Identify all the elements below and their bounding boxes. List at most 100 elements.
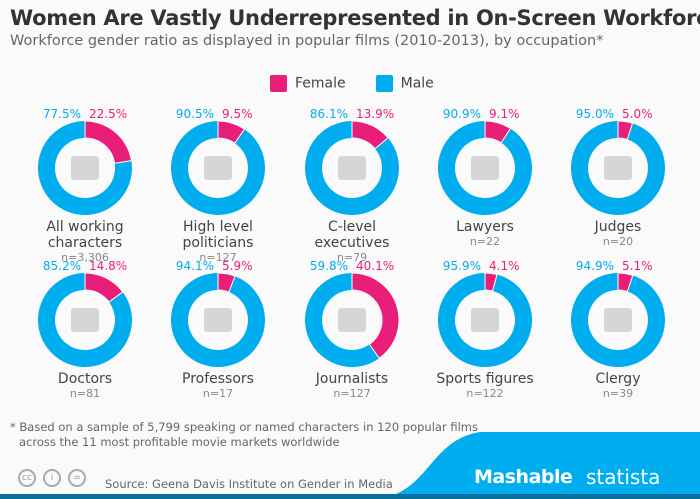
female-slice [617,272,634,293]
book-icon [204,156,232,180]
female-pct-label: 9.1% [489,107,520,121]
section-sign-icon [471,156,499,180]
by-icon: i [43,469,61,487]
cc-icon: cc [18,469,36,487]
male-pct-label: 94.1% [176,259,214,273]
female-slice [217,272,236,293]
male-pct-label: 95.9% [443,259,481,273]
male-slice [437,273,532,367]
male-slice [170,273,265,367]
male-slice [570,273,665,367]
female-pct-label: 5.1% [622,259,653,273]
male-slice [570,121,665,216]
sample-size-label: n=122 [466,387,503,400]
male-slice [37,121,132,215]
sample-size-label: n=127 [199,251,236,264]
category-label: C-level [328,219,376,235]
male-pct-label: 90.5% [176,107,214,121]
bible-icon [604,308,632,332]
female-slice [617,120,634,141]
female-pct-label: 9.5% [222,107,253,121]
legend: Female Male [270,75,434,92]
legend-swatch-female [270,75,287,92]
category-label: politicians [183,235,254,251]
footnote: * Based on a sample of 5,799 speaking or… [10,420,478,450]
female-pct-label: 4.1% [489,259,520,273]
sample-size-label: n=127 [333,387,370,400]
male-slice [438,121,532,215]
male-slice [304,273,380,367]
medical-kit-icon [71,308,99,332]
male-pct-label: 95.0% [576,107,614,121]
office-chair-icon [338,156,366,180]
legend-label-male: Male [400,75,434,92]
graduation-cap-icon [204,308,232,332]
sample-size-label: n=81 [70,387,100,400]
basketball-icon [471,308,499,332]
female-pct-label: 13.9% [356,107,394,121]
male-pct-label: 59.8% [310,259,348,273]
male-slice [37,273,132,367]
male-pct-label: 85.2% [43,259,81,273]
female-slice [217,120,246,144]
category-label: Judges [594,219,642,235]
legend-swatch-male [375,75,393,92]
category-label: Sports figures [436,371,533,387]
chart-subtitle: Workforce gender ratio as displayed in p… [10,33,604,49]
microphone-icon [338,308,366,332]
male-pct-label: 77.5% [43,107,81,121]
briefcase-icon [71,156,99,180]
sample-size-label: n=79 [337,251,367,264]
category-label: characters [48,235,122,251]
sample-size-label: n=39 [603,387,633,400]
female-slice [84,272,124,303]
male-slice [305,121,399,215]
mashable-logo: Mashable [474,466,573,488]
female-pct-label: 5.9% [222,259,253,273]
category-label: Professors [182,371,254,387]
gavel-icon [604,156,632,180]
sample-size-label: n=3,306 [61,251,109,264]
female-slice [84,120,132,164]
source: Source: Geena Davis Institute on Gender … [105,477,393,491]
female-slice [351,272,400,359]
category-label: executives [315,235,390,251]
sample-size-label: n=20 [603,235,633,248]
license-icons: cc i = [18,469,86,487]
female-pct-label: 14.8% [89,259,127,273]
male-slice [170,121,265,215]
legend-item-male: Male [375,75,434,92]
category-label: Lawyers [456,219,514,235]
legend-item-female: Female [270,75,346,92]
sample-size-label: n=17 [203,387,233,400]
sample-size-label: n=22 [470,235,500,248]
chart-title: Women Are Vastly Underrepresented in On-… [10,6,700,30]
category-label: Journalists [315,371,388,387]
category-label: High level [183,219,253,235]
male-pct-label: 94.9% [576,259,614,273]
female-slice [484,120,512,144]
female-pct-label: 5.0% [622,107,653,121]
female-slice [351,120,389,150]
category-label: Clergy [596,371,641,387]
male-pct-label: 90.9% [443,107,481,121]
footnote-line-1: * Based on a sample of 5,799 speaking or… [10,420,478,434]
female-slice [484,272,498,292]
female-pct-label: 22.5% [89,107,127,121]
footnote-line-2: across the 11 most profitable movie mark… [19,435,340,449]
category-label: All working [46,219,123,235]
category-label: Doctors [58,371,112,387]
nd-icon: = [68,469,86,487]
male-pct-label: 86.1% [310,107,348,121]
